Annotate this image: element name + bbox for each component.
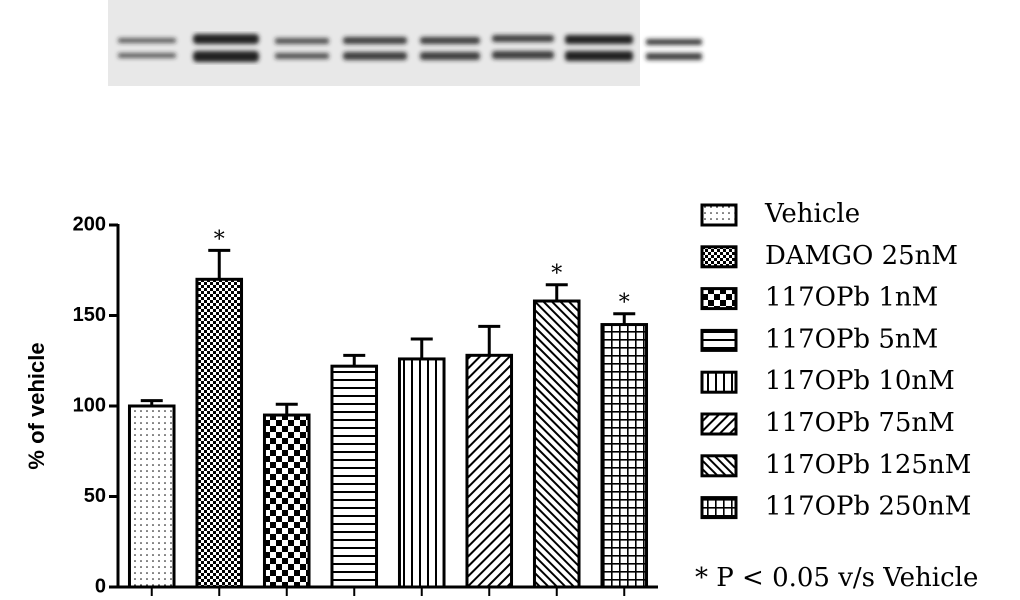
bar [129,406,174,587]
legend-label: 117OPb 75nM [765,408,955,438]
footnote: * P < 0.05 v/s Vehicle [695,563,978,593]
legend-swatch [702,456,736,476]
legend-swatch [702,247,736,267]
bar [399,359,444,587]
bar [264,415,309,587]
legend-label: 117OPb 125nM [765,450,971,480]
bar [467,355,512,587]
chart: % of vehicle * P < 0.05 v/s Vehicle 0 50 1… [0,0,1020,600]
legend-label: 117OPb 1nM [765,283,938,313]
bar [534,301,579,587]
legend-swatch [702,498,736,518]
legend-label: 117OPb 10nM [765,366,955,396]
y-axis-label: % of vehicle [24,342,49,469]
legend-label: DAMGO 25nM [765,241,958,271]
western-blot [108,0,702,86]
y-tick-label: 100 [73,394,106,416]
bar [197,279,242,587]
significance-marker: * [619,291,630,316]
legend-swatch [702,330,736,350]
y-tick-label: 150 [73,304,106,326]
bar [602,325,647,587]
y-tick-label: 200 [73,213,106,235]
legend-label: 117OPb 250nM [765,492,971,522]
significance-marker: * [214,227,225,252]
legend-label: 117OPb 5nM [765,324,938,354]
significance-marker: * [551,262,562,287]
y-tick-label: 0 [95,575,106,597]
legend-swatch [702,414,736,434]
legend-swatch [702,205,736,225]
legend-swatch [702,372,736,392]
legend-label: Vehicle [764,199,860,229]
y-tick-label: 50 [84,485,106,507]
bar [332,366,377,587]
legend-swatch [702,289,736,309]
